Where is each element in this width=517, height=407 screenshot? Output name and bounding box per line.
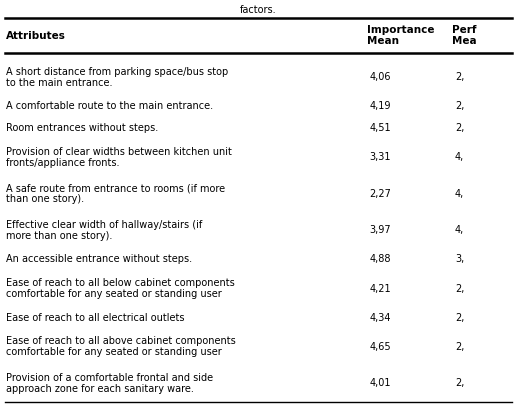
Text: 4,51: 4,51: [370, 123, 391, 133]
Text: 2,27: 2,27: [370, 189, 391, 199]
Text: 4,: 4,: [455, 152, 464, 162]
Text: 3,31: 3,31: [370, 152, 391, 162]
Text: Ease of reach to all above cabinet components
comfortable for any seated or stan: Ease of reach to all above cabinet compo…: [6, 336, 236, 357]
Text: Attributes: Attributes: [6, 31, 66, 41]
Text: 2,: 2,: [455, 101, 464, 112]
Text: 2,: 2,: [455, 72, 464, 82]
Text: 3,: 3,: [455, 254, 464, 265]
Text: 3,97: 3,97: [370, 225, 391, 235]
Text: Provision of clear widths between kitchen unit
fronts/appliance fronts.: Provision of clear widths between kitche…: [6, 147, 232, 168]
Text: Importance
Mean: Importance Mean: [367, 25, 435, 46]
Text: 4,: 4,: [455, 189, 464, 199]
Text: Provision of a comfortable frontal and side
approach zone for each sanitary ware: Provision of a comfortable frontal and s…: [6, 373, 214, 394]
Text: 2,: 2,: [455, 342, 464, 352]
Text: 4,88: 4,88: [370, 254, 391, 265]
Text: A safe route from entrance to rooms (if more
than one story).: A safe route from entrance to rooms (if …: [6, 183, 225, 204]
Text: 4,21: 4,21: [370, 284, 391, 293]
Text: 2,: 2,: [455, 313, 464, 323]
Text: 4,34: 4,34: [370, 313, 391, 323]
Text: factors.: factors.: [240, 5, 277, 15]
Text: 2,: 2,: [455, 123, 464, 133]
Text: 4,: 4,: [455, 225, 464, 235]
Text: Ease of reach to all below cabinet components
comfortable for any seated or stan: Ease of reach to all below cabinet compo…: [6, 278, 235, 299]
Text: A comfortable route to the main entrance.: A comfortable route to the main entrance…: [6, 101, 214, 112]
Text: 4,65: 4,65: [370, 342, 391, 352]
Text: Perf
Mea: Perf Mea: [452, 25, 477, 46]
Text: An accessible entrance without steps.: An accessible entrance without steps.: [6, 254, 192, 265]
Text: Room entrances without steps.: Room entrances without steps.: [6, 123, 158, 133]
Text: Ease of reach to all electrical outlets: Ease of reach to all electrical outlets: [6, 313, 185, 323]
Text: 4,19: 4,19: [370, 101, 391, 112]
Text: A short distance from parking space/bus stop
to the main entrance.: A short distance from parking space/bus …: [6, 67, 229, 88]
Text: Effective clear width of hallway/stairs (if
more than one story).: Effective clear width of hallway/stairs …: [6, 220, 203, 241]
Text: 2,: 2,: [455, 284, 464, 293]
Text: 4,01: 4,01: [370, 379, 391, 388]
Text: 2,: 2,: [455, 379, 464, 388]
Text: 4,06: 4,06: [370, 72, 391, 82]
